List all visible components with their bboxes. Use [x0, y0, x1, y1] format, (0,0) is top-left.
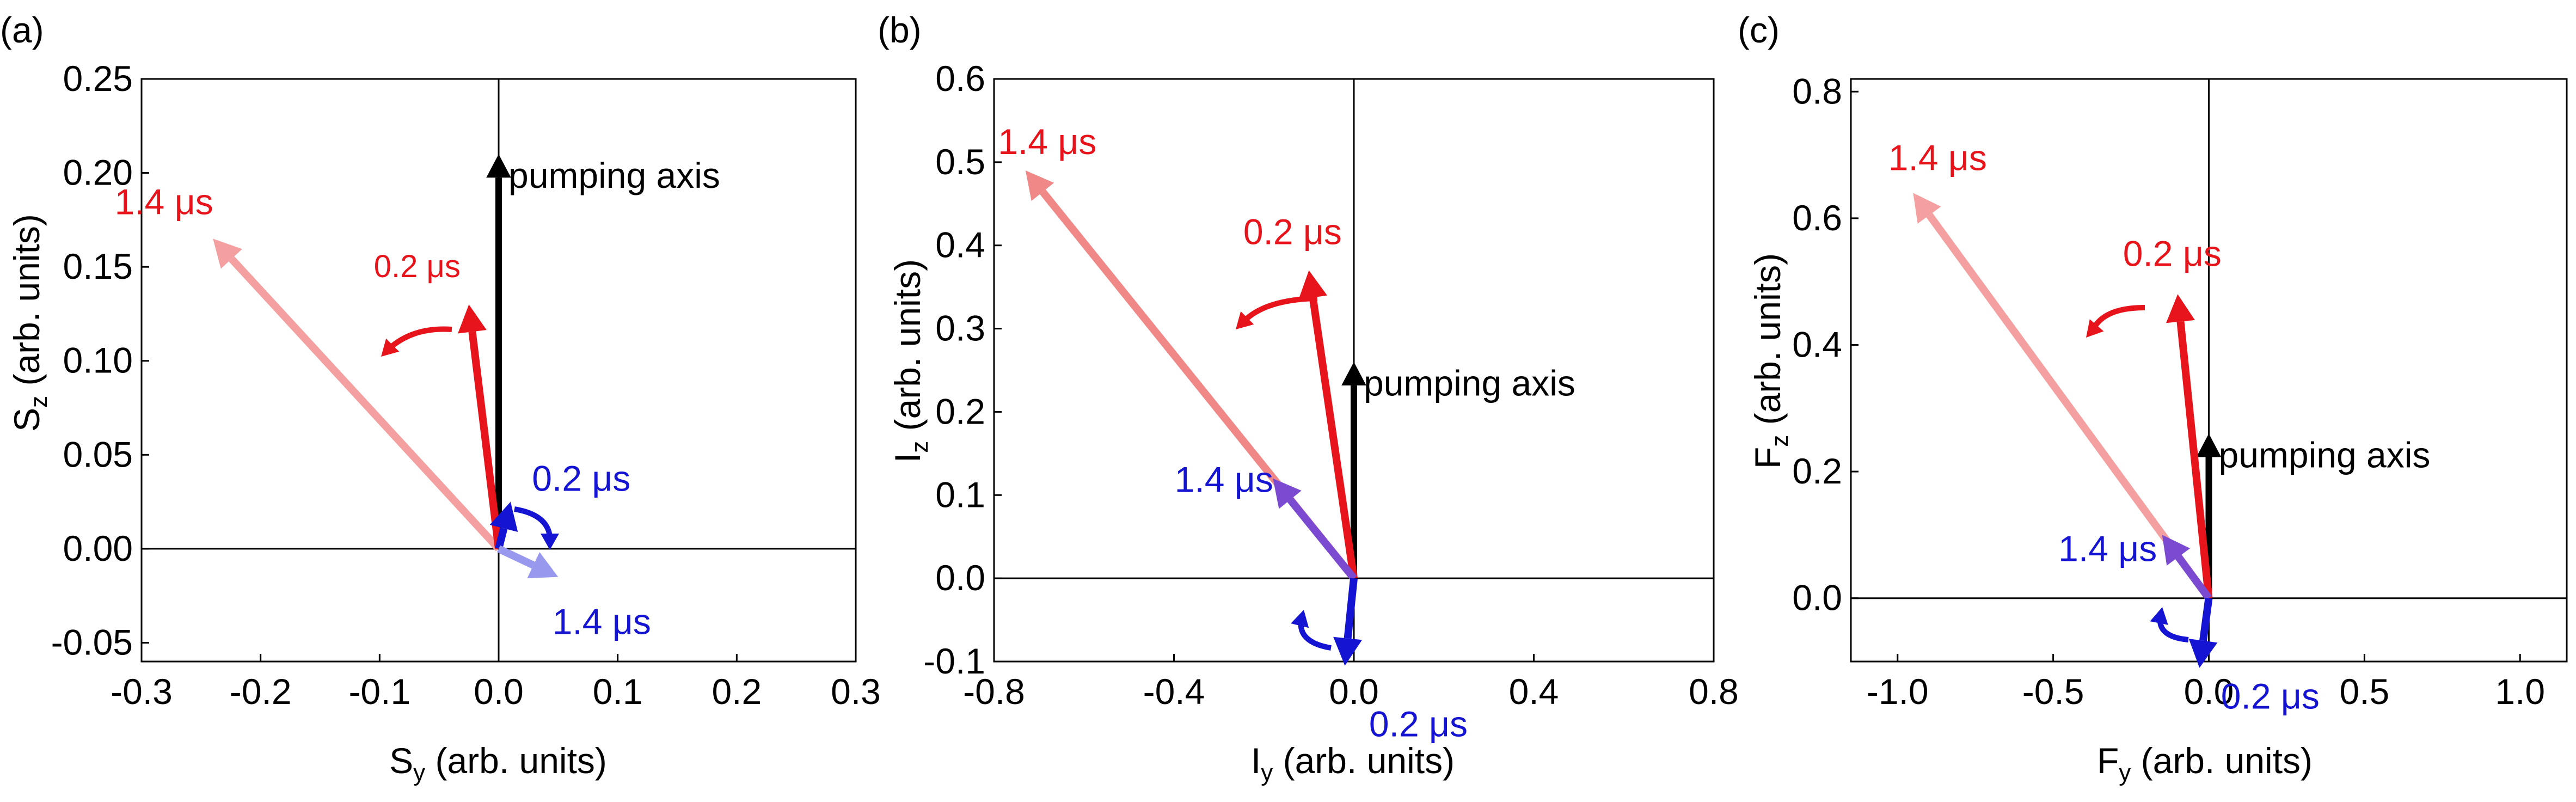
- vector-label: 1.4 μs: [1175, 460, 1273, 500]
- vector-arrow: [2166, 294, 2213, 599]
- vector-arrow: [213, 238, 502, 552]
- y-tick-label: 0.15: [63, 246, 133, 286]
- vector-label: 1.4 μs: [998, 121, 1096, 162]
- rotation-arrow: [1291, 610, 1332, 651]
- y-tick-label: 0.6: [1792, 198, 1842, 238]
- x-tick-label: -0.3: [111, 671, 173, 712]
- vector-arrow: [497, 545, 559, 579]
- y-axis-label: Iz (arb. units): [887, 259, 933, 463]
- vector-label: 0.2 μs: [2123, 233, 2222, 273]
- x-tick-label: -0.1: [348, 671, 410, 712]
- x-tick-label: 0.4: [1509, 671, 1559, 712]
- y-tick-label: 0.20: [63, 152, 133, 193]
- pumping-axis-label: pumping axis: [2219, 434, 2431, 475]
- vector-label: 0.2 μs: [2221, 676, 2320, 717]
- y-tick-label: 0.05: [63, 434, 133, 474]
- x-tick-label: -0.4: [1143, 671, 1205, 712]
- vector-label: 1.4 μs: [553, 602, 651, 642]
- vector-label: 0.2 μs: [1243, 212, 1342, 252]
- pumping-axis-arrow: [1341, 362, 1366, 579]
- y-tick-label: 0.3: [935, 308, 985, 348]
- y-tick-label: 0.6: [935, 58, 985, 99]
- y-tick-label: 0.25: [63, 58, 133, 99]
- x-tick-label: -0.5: [2022, 671, 2084, 712]
- panel-c: (c) -1.0 -0.5 0.0 0.5 1.0 0.0 0.2 0.4 0.6 0.8 pump…: [1738, 10, 2568, 786]
- y-tick-label: 0.0: [935, 558, 985, 598]
- vector-arrow: [489, 501, 518, 550]
- plot-area: -0.3 -0.2 -0.1 0.0 0.1 0.2 0.3 -0.05 0.00 0.05 0.1…: [51, 58, 881, 712]
- y-tick-label: -0.05: [51, 622, 133, 662]
- panel-label: (a): [0, 10, 44, 50]
- vector-arrow: [2188, 597, 2218, 668]
- x-axis-label: Fy (arb. units): [2097, 740, 2313, 786]
- rotation-arrow: [514, 506, 559, 550]
- y-tick-label: 0.4: [1792, 324, 1842, 364]
- x-tick-label: -0.8: [963, 671, 1025, 712]
- vector-arrow: [1273, 478, 1357, 581]
- y-tick-label: 0.0: [1792, 578, 1842, 618]
- vector-arrow: [2162, 535, 2212, 601]
- x-tick-label: 1.0: [2495, 671, 2545, 712]
- y-tick-label: 0.1: [935, 474, 985, 515]
- vector-label: 0.2 μs: [1369, 704, 1468, 744]
- vector-label: 1.4 μs: [115, 181, 213, 222]
- x-tick-label: 0.8: [1689, 671, 1739, 712]
- x-tick-label: 0.0: [474, 671, 524, 712]
- x-axis-label: Iy (arb. units): [1251, 740, 1455, 786]
- x-tick-label: 0.3: [831, 671, 881, 712]
- pumping-axis-label: pumping axis: [1364, 363, 1575, 403]
- y-tick-label: -0.1: [923, 641, 985, 681]
- y-tick-label: 0.00: [63, 528, 133, 568]
- rotation-arrow: [2086, 305, 2145, 338]
- pumping-axis-arrow: [486, 154, 511, 549]
- vector-label: 0.2 μs: [374, 249, 461, 284]
- vector-arrow: [458, 304, 502, 549]
- vector-arrow: [1333, 578, 1363, 666]
- vector-label: 1.4 μs: [2058, 528, 2157, 568]
- y-tick-label: 0.8: [1792, 71, 1842, 111]
- plot-area: -0.8 -0.4 0.0 0.4 0.8 -0.1 0.0 0.1 0.2 0.3 0.4 0.5 0…: [923, 58, 1739, 744]
- y-axis-label: Sz (arb. units): [7, 214, 52, 432]
- panel-label: (b): [878, 10, 922, 50]
- y-tick-label: 0.2: [935, 391, 985, 431]
- y-tick-label: 0.2: [1792, 451, 1842, 491]
- x-tick-label: 0.0: [1329, 671, 1379, 712]
- panel-label: (c): [1738, 10, 1780, 50]
- panel-a: (a) -0.3 -0.2 -0.1 0.0 0.1 0.2 0.3 -0.05 0.00 0.0…: [0, 10, 881, 786]
- rotation-arrow: [381, 326, 452, 357]
- rotation-arrow: [2150, 607, 2189, 642]
- panel-b: (b) -0.8 -0.4 0.0 0.4 0.8 -0.1 0.0 0.1 0.2 0.3 0.4…: [878, 10, 1739, 786]
- x-tick-label: 0.2: [712, 671, 762, 712]
- vector-arrow: [1913, 193, 2212, 601]
- x-tick-label: -0.2: [230, 671, 292, 712]
- y-tick-label: 0.5: [935, 142, 985, 182]
- x-tick-label: 0.0: [2184, 671, 2234, 712]
- pumping-axis-label: pumping axis: [508, 155, 720, 195]
- x-tick-label: 0.1: [593, 671, 643, 712]
- x-axis-label: Sy (arb. units): [389, 740, 607, 786]
- y-tick-label: 0.4: [935, 225, 985, 265]
- rotation-arrow: [1236, 296, 1318, 329]
- x-tick-label: 0.5: [2339, 671, 2389, 712]
- vector-arrow: [1298, 270, 1358, 579]
- y-axis-label: Fz (arb. units): [1747, 253, 1793, 469]
- vector-label: 0.2 μs: [532, 458, 630, 499]
- y-tick-label: 0.10: [63, 340, 133, 381]
- vector-label: 1.4 μs: [1888, 137, 1987, 177]
- plot-area: -1.0 -0.5 0.0 0.5 1.0 0.0 0.2 0.4 0.6 0.8 pumping …: [1792, 71, 2568, 717]
- x-tick-label: -1.0: [1867, 671, 1929, 712]
